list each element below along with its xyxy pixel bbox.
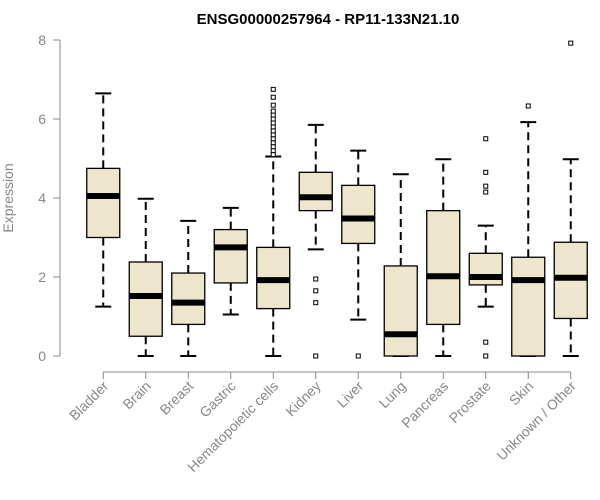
outlier-point — [313, 276, 319, 282]
x-tick-label: Unknown / Other — [493, 378, 579, 464]
outlier-point — [483, 169, 489, 175]
y-tick-label: 2 — [38, 269, 46, 285]
outlier-point — [270, 140, 276, 146]
outlier-point — [568, 40, 574, 46]
box-group — [553, 40, 588, 357]
outlier-point — [270, 136, 276, 142]
iqr-box — [213, 228, 248, 284]
outlier-point — [270, 112, 276, 118]
outlier-point — [313, 353, 319, 359]
outlier-point — [270, 144, 276, 150]
box-group — [383, 173, 418, 357]
y-tick-label: 0 — [38, 348, 46, 364]
y-axis-label: Expression — [0, 163, 16, 232]
box-group — [213, 206, 248, 316]
outlier-point — [270, 116, 276, 122]
x-tick-label: Liver — [334, 378, 367, 411]
iqr-box — [341, 184, 376, 245]
x-tick-label: Bladder — [66, 378, 112, 424]
x-tick-label: Kidney — [282, 378, 324, 420]
outlier-point — [270, 124, 276, 130]
iqr-box — [468, 252, 503, 286]
outlier-point — [313, 300, 319, 306]
outlier-point — [525, 103, 531, 109]
outlier-point — [313, 288, 319, 294]
box-group — [128, 197, 163, 357]
box-group — [298, 123, 333, 359]
outlier-point — [270, 108, 276, 114]
box-group — [256, 86, 291, 357]
iqr-box — [383, 265, 418, 357]
iqr-box — [426, 209, 461, 326]
iqr-box — [171, 272, 206, 326]
outlier-point — [355, 353, 361, 359]
outlier-point — [483, 189, 489, 195]
outlier-point — [270, 102, 276, 108]
iqr-box — [86, 167, 121, 239]
box-group — [171, 219, 206, 357]
box-group — [468, 136, 503, 359]
outlier-point — [270, 132, 276, 138]
outlier-point — [270, 128, 276, 134]
y-tick-label: 8 — [38, 32, 46, 48]
chart-title: ENSG00000257964 - RP11-133N21.10 — [197, 11, 460, 28]
outlier-point — [270, 152, 276, 158]
box-group — [511, 103, 546, 357]
box-group — [426, 158, 461, 357]
outlier-point — [483, 136, 489, 142]
y-tick-label: 6 — [38, 111, 46, 127]
outlier-point — [483, 183, 489, 189]
box-group — [341, 149, 376, 359]
x-tick-label: Skin — [506, 378, 537, 409]
x-tick-label: Prostate — [446, 378, 494, 426]
outlier-point — [483, 353, 489, 359]
x-tick-label: Brain — [119, 378, 153, 412]
x-tick-label: Breast — [156, 378, 196, 418]
boxes-layer — [86, 40, 588, 359]
outlier-point — [270, 86, 276, 92]
box-group — [86, 92, 121, 308]
y-tick-label: 4 — [38, 190, 46, 206]
x-tick-label: Lung — [376, 378, 409, 411]
iqr-box — [298, 171, 333, 212]
outlier-point — [483, 339, 489, 345]
outlier-point — [270, 120, 276, 126]
outlier-point — [270, 94, 276, 100]
iqr-box — [511, 256, 546, 357]
x-tick-label: Pancreas — [398, 378, 451, 431]
y-axis: 0 2 4 6 8 — [38, 32, 61, 364]
iqr-box — [128, 261, 163, 337]
outlier-point — [270, 148, 276, 154]
